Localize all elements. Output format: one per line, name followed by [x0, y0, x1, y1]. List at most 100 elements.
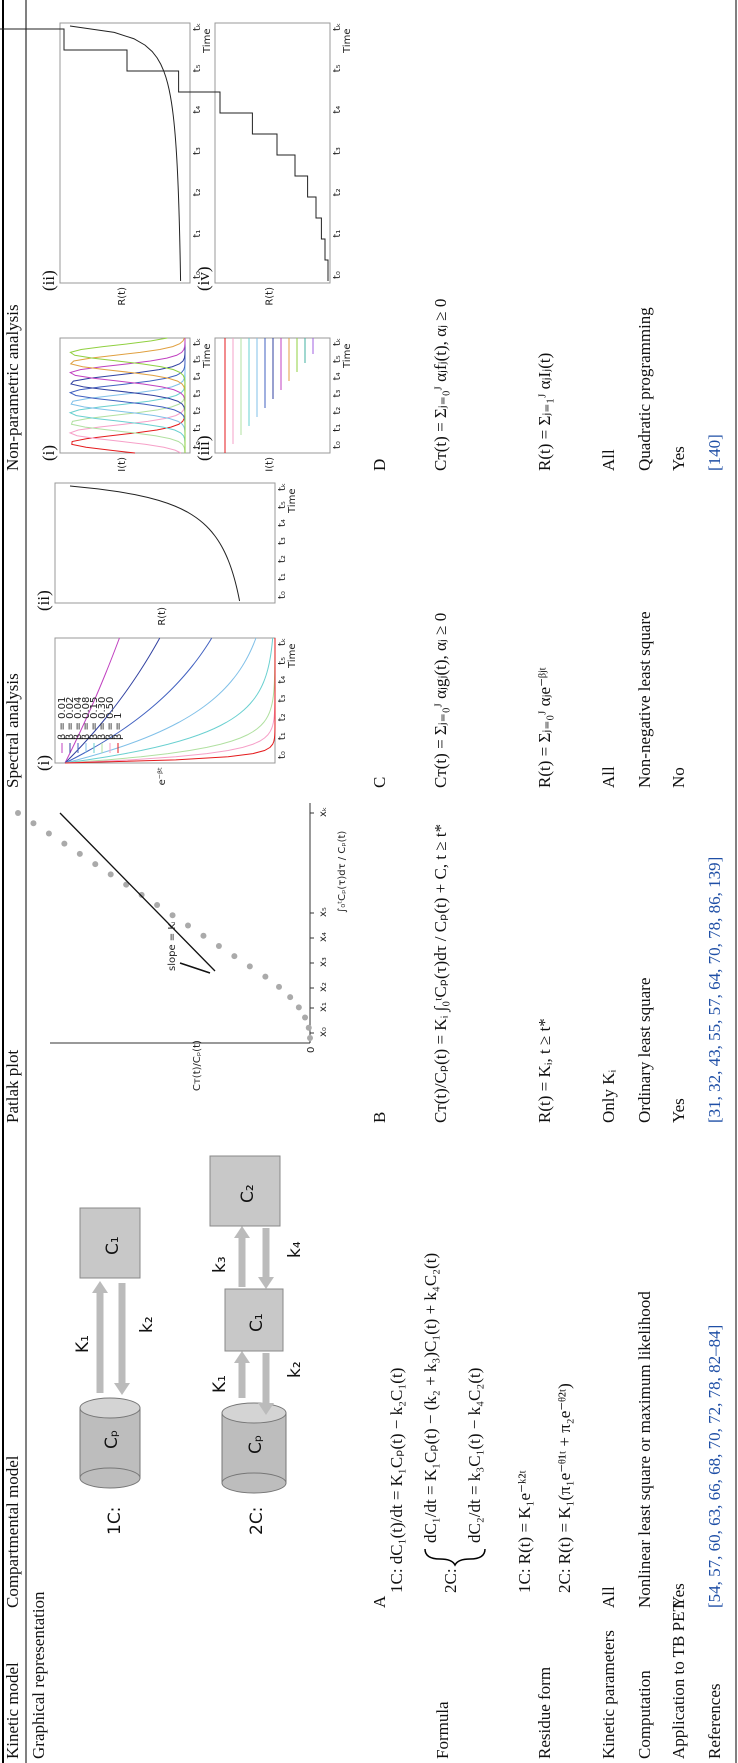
point	[61, 840, 68, 847]
fit-line	[59, 812, 216, 972]
curve	[64, 637, 161, 764]
cell-text: t₄	[332, 106, 343, 114]
curve	[68, 338, 186, 453]
pointer	[179, 962, 211, 974]
point	[154, 902, 161, 909]
cell-text: t₂	[332, 188, 343, 196]
cell-text: dC₁/dt = K₁Cₚ(t) − (k₂ + k₃)C₁(t) + k₄C₂…	[421, 1253, 440, 1543]
cell-text: Computation	[635, 1670, 654, 1759]
cell-text: No	[669, 767, 688, 788]
cell-text: t₄	[332, 372, 343, 380]
cell-text: t₄	[277, 676, 288, 684]
cell-text: t₀	[192, 441, 203, 449]
curve	[64, 637, 213, 764]
compartment-box	[224, 1288, 284, 1352]
curve	[68, 338, 186, 454]
point	[276, 983, 283, 990]
cell-text: Quadratic programming	[635, 307, 654, 471]
cell-text: t₅	[192, 64, 203, 72]
point	[107, 871, 114, 878]
point	[30, 820, 37, 827]
cylinder-end	[221, 1472, 287, 1494]
cell-text: Time	[342, 344, 353, 369]
cell-text: Cₚ	[246, 1435, 266, 1454]
cell-text: 1C: dC₁(t)/dt = K₁Cₚ(t) − k₂C₁(t)	[387, 1368, 406, 1593]
cell-text: t₀	[277, 751, 288, 759]
cell-text: Patlak plot	[3, 1050, 22, 1123]
cell-text: β = 0.04	[73, 697, 84, 740]
point	[302, 1014, 309, 1021]
cell-text: tₖ	[332, 338, 343, 346]
cell-text: t₀	[332, 441, 343, 449]
cell-text: C	[370, 777, 389, 788]
cell-text: t₄	[277, 519, 288, 527]
curve	[69, 337, 186, 453]
cell-text: t₄	[192, 106, 203, 114]
curve	[71, 338, 186, 454]
arrow-head	[258, 1403, 274, 1415]
point	[45, 830, 52, 837]
curve	[64, 637, 120, 764]
curve	[70, 338, 186, 454]
cylinder-face	[221, 1402, 287, 1424]
arrow-head	[114, 1383, 130, 1395]
cell-text: tₖ	[192, 23, 203, 31]
cell-text: Nonlinear least square or maximum likeli…	[635, 1291, 654, 1608]
curve	[64, 637, 257, 764]
cell-text: β = 0.30	[97, 697, 108, 740]
cell-text: R(t) = Kᵢ, t ≥ t*	[535, 1018, 554, 1123]
cell-text: t₁	[192, 230, 203, 238]
cell-text: t₀	[192, 271, 203, 279]
point	[169, 912, 176, 919]
cylinder-face	[79, 1397, 141, 1419]
cell-text: k₄	[285, 1241, 305, 1258]
cell-text: A	[370, 1595, 389, 1608]
cell-text: t₂	[332, 407, 343, 415]
cell-text: R(t)	[117, 287, 128, 306]
cell-text: Cᴛ(t)/Cₚ(t)	[192, 1040, 203, 1091]
cell-text: dC₂/dt = k₃C₁(t) − k₄C₂(t)	[465, 1368, 484, 1543]
cell-text: t₁	[192, 424, 203, 432]
cell-text: Non-negative least square	[635, 611, 654, 788]
point	[287, 994, 294, 1001]
plot-frame	[59, 337, 191, 454]
cell-text: t₂	[192, 188, 203, 196]
cell-text: [54, 57, 60, 63, 66, 68, 70, 72, 78, 82–…	[705, 1325, 724, 1608]
cell-text: K₁	[210, 1375, 230, 1393]
arrow-head	[92, 1281, 108, 1293]
cell-text: Ordinary least square	[635, 978, 654, 1123]
cell-text: R(t)	[157, 607, 168, 626]
cell-text: t₁	[332, 230, 343, 238]
cell-text: Time	[342, 29, 353, 54]
cell-text: 0	[306, 1047, 317, 1053]
cell-text: C₁	[103, 1236, 123, 1255]
point	[231, 953, 238, 960]
cell-text: tₖ	[277, 483, 288, 491]
point	[185, 922, 191, 929]
cell-text: Graphical representation	[29, 1591, 48, 1759]
cell-text: t₂	[277, 555, 288, 563]
cell-text: D	[370, 459, 389, 471]
cell-text: R(t) = Σⱼ₌₀ᴶ αⱼe⁻ᵝʲᵗ	[535, 667, 554, 788]
point	[262, 973, 269, 980]
cell-text: t₃	[277, 695, 288, 703]
cell-text: x₂	[318, 982, 329, 992]
cell-text: 2C:	[247, 1507, 267, 1535]
cell-text: Spectral analysis	[3, 673, 22, 788]
cell-text: t₀	[332, 271, 343, 279]
plot-frame	[214, 22, 331, 284]
cell-text: x₃	[318, 957, 329, 967]
compartment-box	[79, 1207, 141, 1279]
point	[15, 810, 21, 816]
cell-text: (ii)	[39, 270, 58, 291]
plot-frame	[59, 22, 191, 284]
cell-text: k₂	[285, 1361, 305, 1378]
curve	[64, 638, 276, 764]
cell-text: 2C:	[441, 1568, 460, 1593]
arrow-head	[234, 1351, 250, 1363]
cell-text: (ii)	[34, 590, 53, 611]
point	[200, 932, 207, 939]
